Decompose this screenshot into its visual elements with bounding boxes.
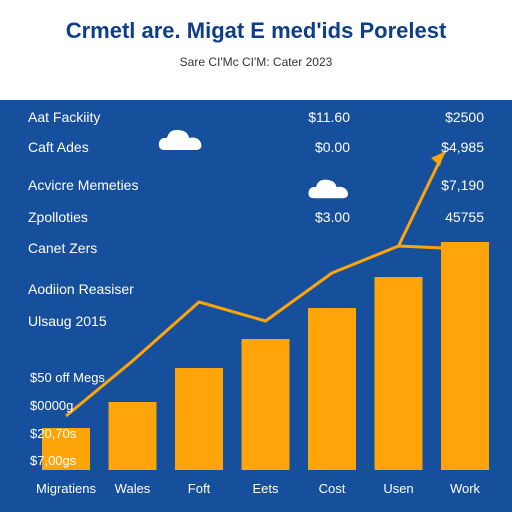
row-label: Canet Zers <box>28 240 98 256</box>
chart-subtitle: Sare CI'Mc CI'M: Cater 2023 <box>179 55 333 69</box>
bar-5 <box>374 277 423 470</box>
x-tick-label: Foft <box>188 481 211 496</box>
row-label: Aat Fackiity <box>28 109 101 125</box>
bar-0 <box>42 428 90 470</box>
cloud-icon <box>158 129 202 150</box>
row-label: Ulsaug 2015 <box>28 313 107 329</box>
chart-title: Crmetl are. Migat E med'ids Porelest <box>65 18 447 43</box>
x-tick-label: Usen <box>383 481 413 496</box>
cloud-icon <box>308 179 348 199</box>
bar-4 <box>308 308 356 470</box>
trend-line-extension <box>397 151 446 247</box>
bars-group <box>42 242 489 470</box>
x-tick-label: Eets <box>252 481 279 496</box>
row-right-value: $7,190 <box>441 177 484 193</box>
y-axis-label: $50 off Megs <box>30 370 105 385</box>
y-axis-label: $20,70s <box>30 426 77 441</box>
row-mid-value: $0.00 <box>314 139 350 155</box>
row-label: Zpolloties <box>28 209 88 225</box>
trend-arrow-head <box>431 152 444 166</box>
chart-header: Crmetl are. Migat E med'ids Porelest Sar… <box>0 0 512 100</box>
row-mid-value: $11.60 <box>308 109 350 125</box>
x-tick-label: Work <box>450 481 481 496</box>
x-tick-label: Wales <box>115 481 151 496</box>
x-tick-label: Cost <box>319 481 346 496</box>
row-label: Caft Ades <box>28 139 89 155</box>
row-mid-value: $3.00 <box>314 209 350 225</box>
row-right-value: $2500 <box>445 109 484 125</box>
y-axis-label: $0000g <box>30 398 74 413</box>
row-label: Acvicre Memeties <box>28 177 139 193</box>
x-tick-labels-group: Migratiens Wales Foft Eets Cost Usen Work <box>36 481 481 496</box>
trend-line-group <box>65 151 466 418</box>
bar-6 <box>441 242 489 470</box>
x-tick-label: Migratiens <box>36 481 96 496</box>
bar-2 <box>175 368 223 470</box>
row-right-value: $4,985 <box>441 139 484 155</box>
bar-1 <box>108 402 157 470</box>
bar-3 <box>241 339 290 470</box>
row-right-value: 45755 <box>445 209 484 225</box>
row-label: Aodiion Reasiser <box>28 281 134 297</box>
y-axis-label: $7,00gs <box>30 453 77 468</box>
